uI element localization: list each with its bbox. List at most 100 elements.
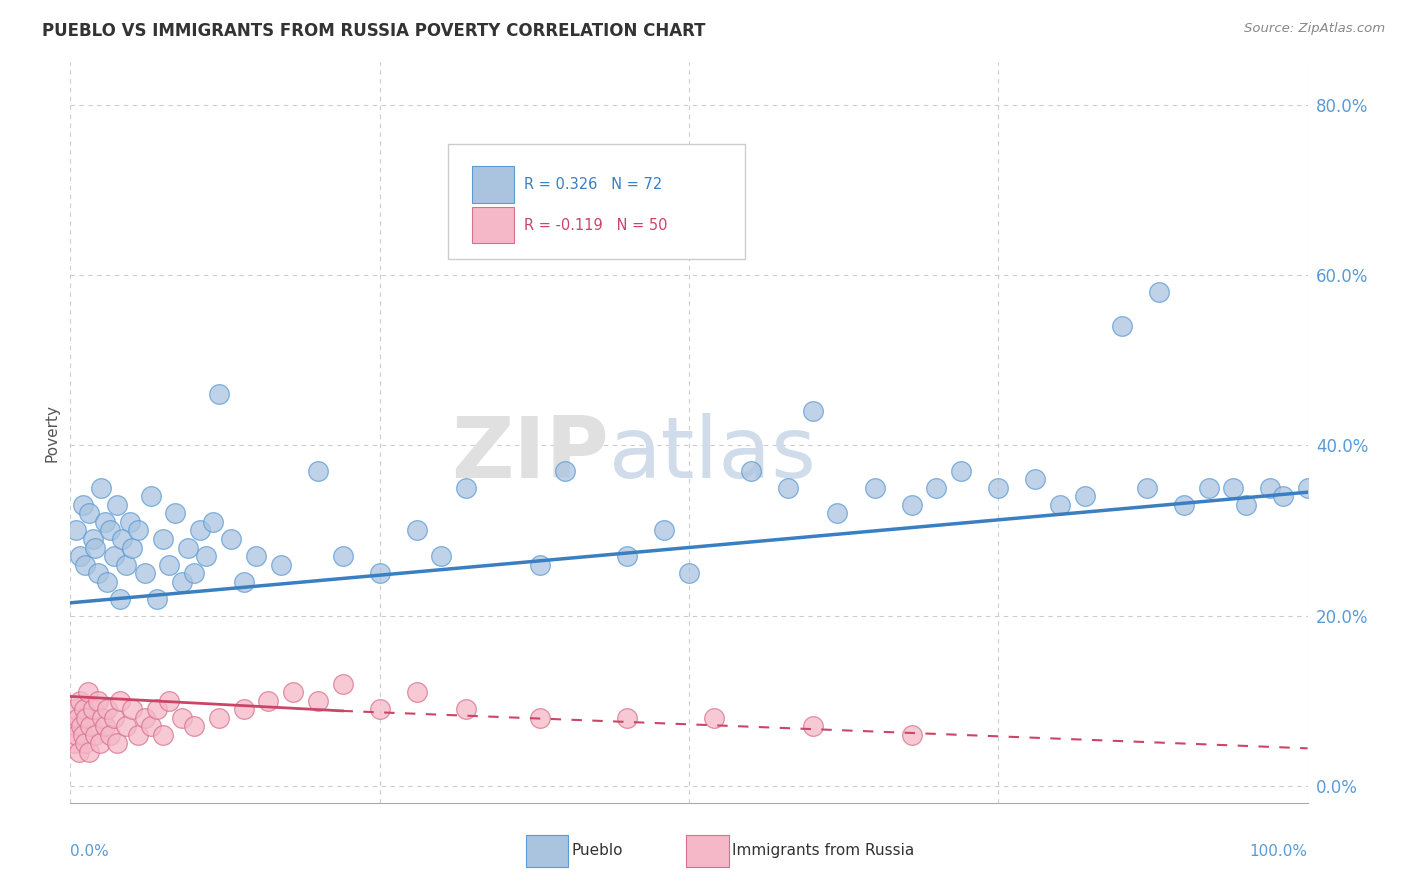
Point: [1198, 481, 1220, 495]
Point: [257, 694, 280, 708]
Point: [332, 549, 354, 563]
Point: [740, 464, 762, 478]
Point: [118, 515, 141, 529]
Point: [863, 481, 886, 495]
Point: [925, 481, 948, 495]
Point: [82, 532, 104, 546]
Point: [75, 736, 97, 750]
Point: [281, 685, 304, 699]
Text: R = 0.326   N = 72: R = 0.326 N = 72: [524, 178, 662, 192]
Point: [77, 745, 100, 759]
Point: [73, 702, 96, 716]
Text: Source: ZipAtlas.com: Source: ZipAtlas.com: [1244, 22, 1385, 36]
Point: [86, 566, 108, 580]
Point: [134, 566, 156, 580]
Point: [170, 711, 193, 725]
Point: [98, 524, 121, 538]
Point: [405, 524, 427, 538]
FancyBboxPatch shape: [472, 167, 515, 202]
Point: [1074, 490, 1097, 504]
Point: [616, 549, 638, 563]
Point: [900, 728, 922, 742]
Point: [72, 728, 94, 742]
Point: [1111, 319, 1133, 334]
Text: atlas: atlas: [609, 413, 817, 496]
Point: [456, 702, 478, 716]
Text: PUEBLO VS IMMIGRANTS FROM RUSSIA POVERTY CORRELATION CHART: PUEBLO VS IMMIGRANTS FROM RUSSIA POVERTY…: [42, 22, 706, 40]
Point: [219, 532, 242, 546]
Text: 100.0%: 100.0%: [1250, 844, 1308, 858]
Point: [1234, 498, 1257, 512]
Point: [127, 524, 149, 538]
Point: [703, 711, 725, 725]
Text: ZIP: ZIP: [451, 413, 609, 496]
Point: [208, 711, 231, 725]
Point: [111, 532, 134, 546]
Point: [529, 558, 551, 572]
FancyBboxPatch shape: [472, 207, 515, 244]
Point: [1296, 481, 1319, 495]
Point: [79, 719, 101, 733]
Text: Pueblo: Pueblo: [571, 844, 623, 858]
Point: [201, 515, 224, 529]
Point: [900, 498, 922, 512]
Point: [76, 685, 98, 699]
Point: [98, 728, 121, 742]
Point: [152, 728, 174, 742]
Point: [430, 549, 453, 563]
Point: [72, 498, 94, 512]
Point: [195, 549, 218, 563]
Point: [270, 558, 292, 572]
Point: [529, 711, 551, 725]
Point: [75, 558, 97, 572]
Y-axis label: Poverty: Poverty: [44, 403, 59, 462]
Point: [950, 464, 973, 478]
Point: [307, 694, 329, 708]
FancyBboxPatch shape: [526, 835, 568, 867]
Point: [108, 591, 131, 606]
Point: [1173, 498, 1195, 512]
Text: Immigrants from Russia: Immigrants from Russia: [733, 844, 914, 858]
Point: [66, 711, 89, 725]
Point: [146, 591, 169, 606]
Point: [94, 515, 117, 529]
Point: [208, 387, 231, 401]
Point: [157, 558, 180, 572]
Point: [405, 685, 427, 699]
Point: [776, 481, 799, 495]
Point: [86, 694, 108, 708]
Point: [307, 464, 329, 478]
Point: [232, 702, 254, 716]
Point: [69, 549, 91, 563]
Point: [987, 481, 1010, 495]
Point: [84, 728, 107, 742]
Point: [1136, 481, 1159, 495]
Point: [77, 507, 100, 521]
Point: [678, 566, 700, 580]
Point: [91, 711, 114, 725]
Point: [84, 541, 107, 555]
Point: [1147, 285, 1170, 300]
Point: [183, 719, 205, 733]
Point: [96, 574, 118, 589]
Point: [63, 736, 86, 750]
Point: [62, 719, 84, 733]
Point: [170, 574, 193, 589]
Point: [616, 711, 638, 725]
FancyBboxPatch shape: [686, 835, 728, 867]
Point: [368, 702, 391, 716]
Point: [1049, 498, 1071, 512]
Point: [69, 694, 91, 708]
Point: [801, 719, 824, 733]
Point: [103, 711, 125, 725]
Point: [121, 541, 143, 555]
Point: [152, 532, 174, 546]
Point: [67, 745, 90, 759]
Point: [652, 524, 675, 538]
Point: [1260, 481, 1282, 495]
Point: [1271, 490, 1294, 504]
Point: [105, 498, 128, 512]
Point: [188, 524, 211, 538]
Point: [75, 711, 97, 725]
Point: [183, 566, 205, 580]
